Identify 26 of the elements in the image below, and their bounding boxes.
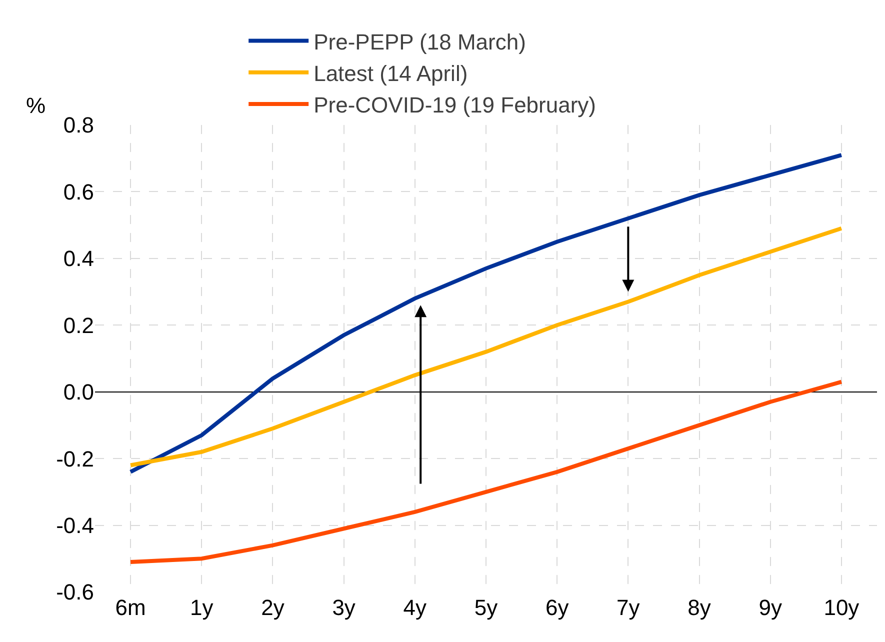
line-series bbox=[128, 380, 844, 564]
y-tick-label: 0.2 bbox=[63, 312, 94, 338]
x-tick-label: 6m bbox=[115, 595, 146, 620]
y-tick-label: -0.4 bbox=[56, 512, 94, 538]
line-series bbox=[128, 226, 844, 468]
y-axis-title: % bbox=[26, 93, 46, 118]
x-tick-label: 1y bbox=[190, 595, 214, 620]
y-tick-label: 0.4 bbox=[63, 246, 94, 272]
y-tick-label: -0.6 bbox=[56, 580, 94, 605]
y-tick-label: -0.2 bbox=[56, 446, 94, 472]
legend-label: Latest (14 April) bbox=[314, 60, 468, 86]
x-tick-label: 9y bbox=[758, 595, 782, 620]
x-tick-label: 8y bbox=[688, 595, 711, 620]
y-tick-label: 0.6 bbox=[63, 179, 94, 204]
x-tick-label: 2y bbox=[261, 595, 284, 620]
x-tick-label: 6y bbox=[545, 595, 569, 620]
y-tick-label: 0.0 bbox=[63, 380, 94, 405]
x-tick-label: 5y bbox=[474, 595, 498, 620]
legend-label: Pre-PEPP (18 March) bbox=[314, 29, 526, 54]
x-tick-label: 10y bbox=[824, 595, 860, 620]
x-tick-label: 3y bbox=[332, 595, 356, 620]
x-tick-label: 4y bbox=[403, 595, 427, 620]
legend-label: Pre-COVID-19 (19 February) bbox=[314, 92, 596, 118]
x-tick-label: 7y bbox=[616, 595, 640, 620]
y-tick-label: 0.8 bbox=[63, 112, 94, 138]
line-series bbox=[128, 153, 844, 474]
